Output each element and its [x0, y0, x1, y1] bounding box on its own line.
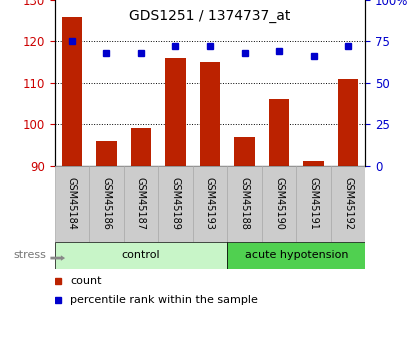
- Bar: [331, 166, 365, 242]
- Bar: [303, 161, 324, 166]
- Bar: [338, 79, 359, 166]
- Bar: [234, 137, 255, 166]
- Bar: [227, 166, 262, 242]
- Bar: [158, 166, 193, 242]
- Bar: [200, 62, 221, 166]
- Bar: [165, 58, 186, 166]
- Text: stress: stress: [13, 250, 46, 260]
- Text: GSM45193: GSM45193: [205, 177, 215, 230]
- Bar: [227, 241, 365, 269]
- Bar: [96, 141, 117, 166]
- Text: count: count: [70, 276, 102, 286]
- Text: GSM45190: GSM45190: [274, 177, 284, 230]
- Text: GSM45186: GSM45186: [101, 177, 111, 230]
- Text: GSM45184: GSM45184: [67, 177, 77, 230]
- Text: GSM45187: GSM45187: [136, 177, 146, 230]
- Bar: [131, 128, 151, 166]
- Bar: [193, 166, 227, 242]
- Text: GSM45191: GSM45191: [309, 177, 319, 230]
- Text: acute hypotension: acute hypotension: [244, 250, 348, 260]
- Text: GSM45192: GSM45192: [343, 177, 353, 230]
- Text: GDS1251 / 1374737_at: GDS1251 / 1374737_at: [129, 9, 291, 23]
- Bar: [297, 166, 331, 242]
- Bar: [262, 166, 297, 242]
- Bar: [89, 166, 123, 242]
- Text: control: control: [122, 250, 160, 260]
- Bar: [55, 241, 227, 269]
- Bar: [123, 166, 158, 242]
- Text: GSM45189: GSM45189: [171, 177, 181, 230]
- Bar: [61, 17, 82, 166]
- Bar: [55, 166, 89, 242]
- Text: GSM45188: GSM45188: [239, 177, 249, 230]
- Bar: [269, 99, 289, 166]
- Text: percentile rank within the sample: percentile rank within the sample: [70, 295, 258, 305]
